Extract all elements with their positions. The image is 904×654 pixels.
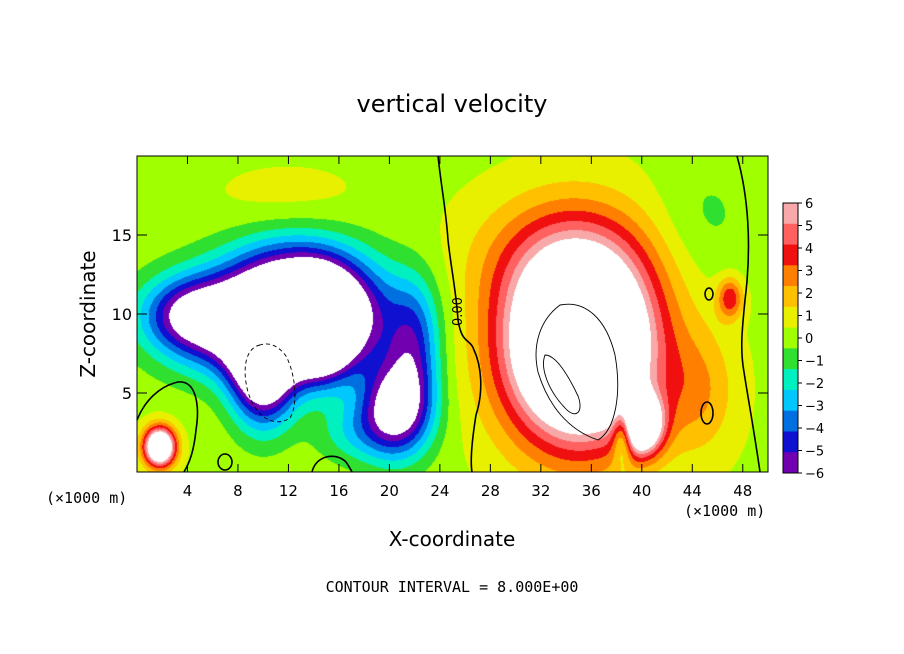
x-tick-label: 16 (329, 482, 348, 500)
zero-contour-right (736, 155, 761, 473)
colorbar-swatch (783, 306, 798, 329)
x-tick-label: 40 (632, 482, 651, 500)
y-tick-label: 10 (112, 305, 132, 324)
colorbar-label: −2 (805, 377, 824, 392)
zero-contours (136, 155, 761, 473)
x-tick-label: 8 (233, 482, 243, 500)
colorbar-swatch (783, 286, 798, 308)
x-unit-label-left: (×1000 m) (46, 489, 127, 507)
colorbar-swatch (783, 410, 798, 432)
x-tick-label: 48 (733, 482, 752, 500)
colorbar-label: 2 (805, 287, 813, 302)
plot-area (136, 155, 769, 473)
colorbar-label: −5 (805, 445, 824, 460)
colorbar-label: 6 (805, 197, 813, 212)
colorbar-swatch (783, 348, 798, 370)
colorbar-swatch (783, 369, 798, 391)
colorbar-label: 1 (805, 310, 813, 325)
x-tick-label: 32 (531, 482, 550, 500)
colorbar-label: −6 (805, 467, 824, 482)
colorbar-swatch (783, 265, 798, 287)
colorbar-swatch (783, 244, 798, 266)
zero-contour-blob (217, 453, 233, 471)
y-tick-label: 15 (112, 226, 132, 245)
y-tick-label: 5 (122, 384, 132, 403)
inner-contours (244, 303, 619, 441)
colorbar-label: 3 (805, 265, 813, 280)
colorbar-label: −3 (805, 400, 824, 415)
velocity-field-image (137, 156, 768, 472)
zero-contour-center (437, 155, 482, 473)
x-tick-label: 4 (183, 482, 193, 500)
colorbar-swatch (783, 203, 798, 225)
colorbar: 6 5 4 3 2 1 0 −1 −2 −3 −4 −5 −6 (782, 197, 824, 482)
x-tick-label: 44 (683, 482, 702, 500)
colorbar-swatch (783, 452, 798, 474)
x-tick-label: 24 (430, 482, 449, 500)
colorbar-label: 5 (805, 220, 813, 235)
x-unit-label-right: (×1000 m) (684, 502, 765, 520)
updraft-contour (543, 354, 581, 415)
dashed-contour (244, 343, 296, 423)
x-axis-label: X-coordinate (389, 527, 516, 551)
contour-value-label: 0.00 (451, 297, 466, 326)
zero-contour-bottom-mid (311, 455, 353, 473)
contour-interval-footer: CONTOUR INTERVAL = 8.000E+00 (326, 578, 579, 596)
colorbar-label: 4 (805, 242, 813, 257)
x-tick-label: 20 (380, 482, 399, 500)
x-axis: 4 8 12 16 20 24 28 32 36 40 44 48 (183, 156, 752, 500)
zero-contour-blob (700, 401, 714, 425)
colorbar-swatch (783, 431, 798, 453)
chart-title: vertical velocity (357, 90, 548, 118)
x-tick-label: 36 (582, 482, 601, 500)
zero-contour-blob (704, 287, 714, 301)
y-axis-label: Z-coordinate (76, 250, 100, 377)
x-tick-label: 12 (279, 482, 298, 500)
x-tick-label: 28 (481, 482, 500, 500)
colorbar-swatch (783, 389, 798, 412)
y-axis: 5 10 15 (112, 226, 768, 403)
colorbar-label: 0 (805, 332, 813, 347)
colorbar-swatch (783, 223, 798, 246)
zero-contour-left-bottom (136, 381, 199, 473)
updraft-contour (535, 303, 619, 441)
colorbar-swatch (783, 327, 798, 349)
colorbar-label: −4 (805, 422, 824, 437)
colorbar-label: −1 (805, 355, 824, 370)
